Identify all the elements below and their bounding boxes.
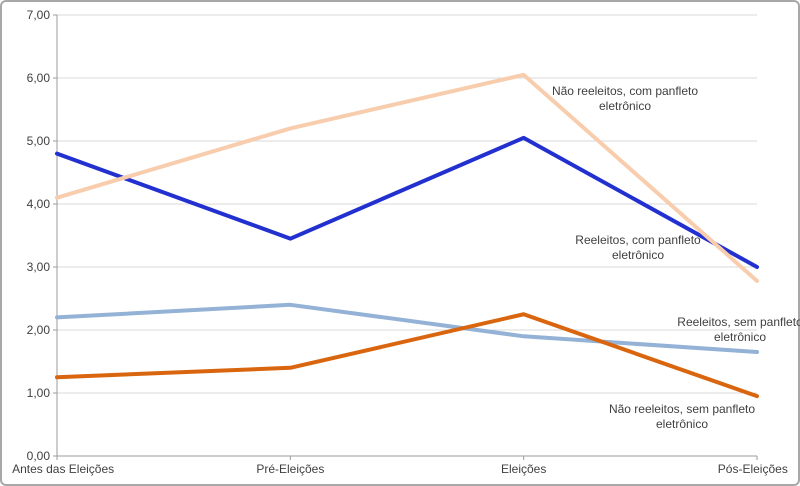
series-line-0 xyxy=(55,302,759,355)
series-annotation: Não reeleitos, com panfleto eletrônico xyxy=(551,84,699,113)
y-tick-label: 5,00 xyxy=(26,134,50,148)
y-tick-label: 3,00 xyxy=(26,260,50,274)
y-tick-label: 2,00 xyxy=(26,323,50,337)
x-category-label: Eleições xyxy=(500,462,547,476)
series-line-2 xyxy=(55,312,759,399)
y-tick-label: 7,00 xyxy=(26,8,50,22)
y-tick-label: 1,00 xyxy=(26,386,50,400)
series-annotation: Reeleitos, com panfleto eletrônico xyxy=(575,233,701,262)
x-category-label: Pré-Eleições xyxy=(256,462,325,476)
y-tick-label: 4,00 xyxy=(26,197,50,211)
y-tick-label: 0,00 xyxy=(26,449,50,463)
series-annotation: Não reeleitos, sem panfleto eletrônico xyxy=(608,402,756,431)
y-tick-label: 6,00 xyxy=(26,71,50,85)
x-category-label: Pós-Eleições xyxy=(717,462,788,476)
x-category-label: Antes das Eleições xyxy=(12,462,115,476)
series-line-3 xyxy=(55,72,759,283)
series-line-1 xyxy=(55,135,759,269)
series-annotation: Reeleitos, sem panfleto eletrônico xyxy=(677,315,800,344)
